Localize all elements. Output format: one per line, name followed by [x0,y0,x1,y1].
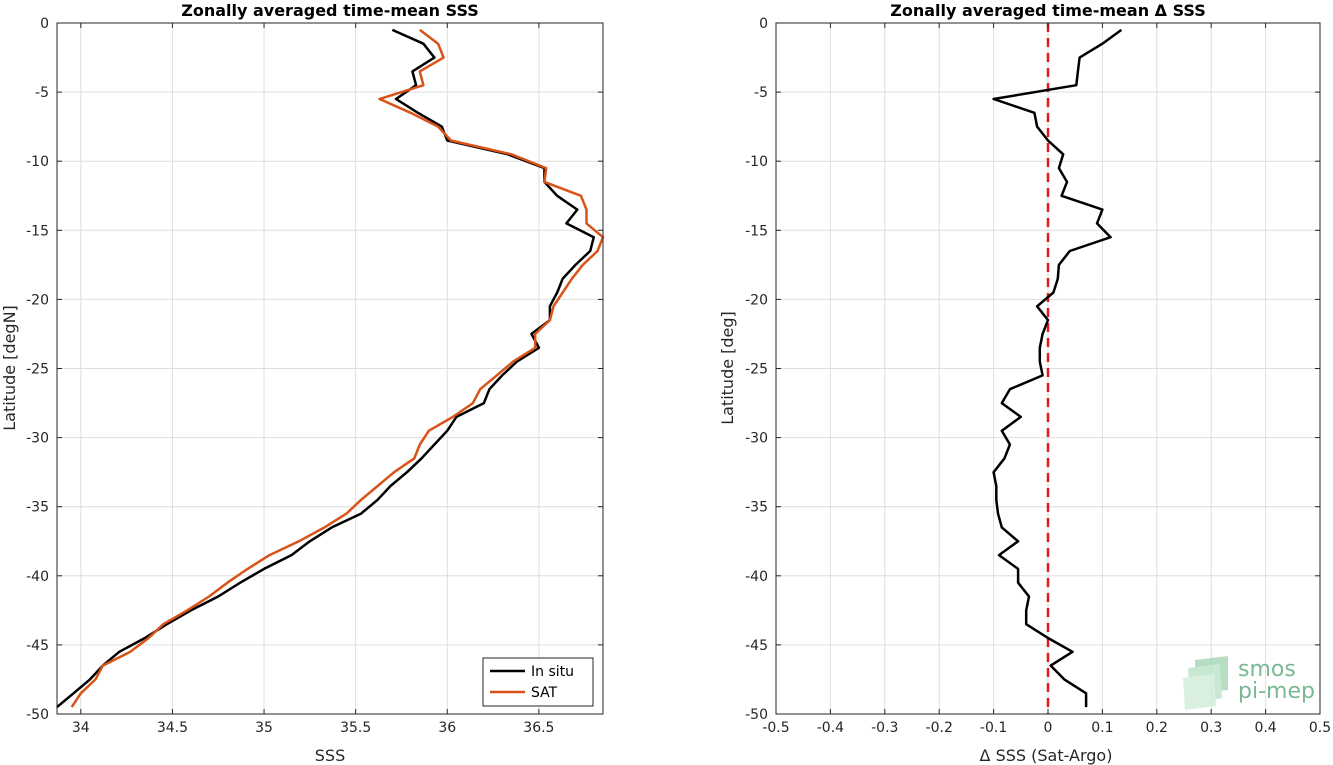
series-lines-sss [56,28,605,709]
y-tick-label: -40 [745,569,768,585]
x-tick-label: -0.2 [926,720,953,736]
x-tick-label: 0.5 [1309,720,1331,736]
legend-label-in-situ: In situ [531,664,574,680]
y-tick-label: -40 [26,569,49,585]
legend-box [482,657,594,707]
logo-graphic [1183,656,1228,710]
x-tick-label: 0.3 [1200,720,1222,736]
y-tick-label: -15 [26,223,49,239]
y-tick-label: 0 [40,16,49,32]
ticks-delta-sss: -0.5 -0.4 -0.3 -0.2 -0.1 0 0.1 0.2 0.3 0.4 0.5 0 -5 -… [745,16,1331,736]
chart-title-delta-sss: Zonally averaged time-mean Δ SSS [890,1,1206,20]
x-tick-label: 34.5 [157,720,188,736]
y-tick-label: -5 [754,85,768,101]
y-tick-label: -45 [26,638,49,654]
logo-text-pi-mep: pi-mep [1238,679,1315,704]
y-tick-label: -10 [26,154,49,170]
y-tick-label: -35 [26,500,49,516]
x-tick-label: 34 [72,720,90,736]
y-tick-label: -50 [745,707,768,723]
y-tick-label: -30 [26,431,49,447]
x-tick-label: -0.1 [980,720,1007,736]
y-tick-label: -25 [745,362,768,378]
grid-sss [57,22,603,715]
y-tick-label: -25 [26,362,49,378]
sss-profile-chart: Zonally averaged time-mean SSS 34 34.5 35 3… [0,1,605,765]
x-tick-label: -0.3 [871,720,898,736]
x-tick-label: 0 [1044,720,1053,736]
legend-label-sat: SAT [531,685,558,701]
delta-sss-profile-chart: Zonally averaged time-mean Δ SSS -0.5 -0.… [718,1,1331,765]
y-axis-label-delta-sss: Latitude [deg] [718,311,737,425]
x-tick-label: 35.5 [340,720,371,736]
x-tick-label: 36 [438,720,456,736]
y-tick-label: 0 [759,16,768,32]
series-line-delta-sss [992,28,1123,708]
x-tick-label: 0.1 [1091,720,1113,736]
x-tick-label: 0.2 [1146,720,1168,736]
legend: In situ SAT [482,657,594,707]
x-tick-label: 0.4 [1254,720,1276,736]
x-tick-label: 36.5 [523,720,554,736]
y-tick-label: -35 [745,500,768,516]
series-lines-delta-sss [992,28,1123,708]
ticks-sss: 34 34.5 35 35.5 36 36.5 0 -5 -10 -15 -20 -25 -30 -35 -… [26,16,603,736]
y-axis-label-sss: Latitude [degN] [0,305,19,431]
y-tick-label: -5 [35,85,49,101]
series-line-sat [70,28,605,708]
y-tick-label: -45 [745,638,768,654]
x-tick-label: -0.5 [762,720,789,736]
logo-text-smos: smos [1238,657,1296,682]
y-tick-label: -20 [745,292,768,308]
y-tick-label: -20 [26,292,49,308]
y-tick-label: -10 [745,154,768,170]
y-tick-label: -30 [745,431,768,447]
chart-title-sss: Zonally averaged time-mean SSS [181,1,479,20]
y-tick-label: -50 [26,707,49,723]
x-tick-label: -0.4 [817,720,844,736]
x-axis-label-sss: SSS [315,746,345,765]
x-axis-label-delta-sss: Δ SSS (Sat-Argo) [980,746,1113,765]
smos-pi-mep-logo: smos pi-mep [1183,656,1315,710]
x-tick-label: 35 [255,720,273,736]
y-tick-label: -15 [745,223,768,239]
